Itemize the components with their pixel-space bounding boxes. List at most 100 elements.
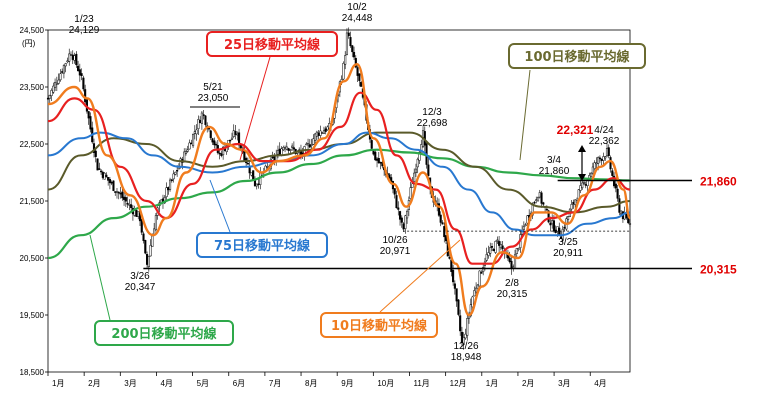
x-tick-label: 9月 <box>341 379 353 388</box>
annotation-value: 24,448 <box>342 13 373 24</box>
candle-body <box>342 63 345 80</box>
candle-body <box>552 220 555 232</box>
candle-body <box>126 202 129 205</box>
candle-body <box>114 191 117 193</box>
candle-body <box>459 315 462 332</box>
candle-body <box>551 220 554 225</box>
annotation-date: 12/26 <box>453 341 478 352</box>
annotation-date: 10/2 <box>347 2 367 13</box>
candle-body <box>149 245 152 257</box>
candle-body <box>538 192 541 198</box>
candle-body <box>259 172 262 185</box>
candle-body <box>236 133 239 136</box>
candle-body <box>50 90 53 96</box>
annotation-value: 20,911 <box>553 248 583 259</box>
candle-body <box>202 114 205 116</box>
candle-body <box>73 55 76 61</box>
candle-body <box>374 151 377 161</box>
x-tick-label: 7月 <box>269 379 281 388</box>
candle-body <box>314 133 317 141</box>
candle-body <box>107 177 110 181</box>
candle-body <box>545 208 548 211</box>
candle-body <box>547 210 550 223</box>
candle-body <box>225 145 228 153</box>
x-tick-label: 10月 <box>377 379 394 388</box>
leader-ma75 <box>209 179 231 233</box>
candle-body <box>62 65 65 74</box>
candle-body <box>190 142 193 145</box>
candle-body <box>188 142 191 150</box>
candle-body <box>439 214 442 223</box>
candle-body <box>347 32 350 37</box>
x-tick-label: 5月 <box>197 379 209 388</box>
annotation-value: 22,362 <box>589 136 620 147</box>
candle-body <box>289 149 292 151</box>
candle-body <box>292 147 295 150</box>
candle-body <box>413 172 416 183</box>
candle-body <box>402 223 405 230</box>
candle-body <box>536 196 540 202</box>
candle-body <box>46 97 50 100</box>
leader-ma200 <box>89 234 111 321</box>
candle-body <box>498 241 501 246</box>
leader-ma25 <box>239 56 271 161</box>
candle-body <box>411 183 414 188</box>
candle-body <box>250 172 253 176</box>
annotation-date: 3/26 <box>130 271 150 282</box>
legend-ma100: 100日移動平均線 <box>508 43 646 69</box>
candle-body <box>533 201 536 204</box>
legend-ma25: 25日移動平均線 <box>206 31 338 57</box>
candle-body <box>278 148 281 156</box>
candle-body <box>609 157 612 170</box>
candle-body <box>193 131 196 134</box>
candle-body <box>213 140 216 146</box>
candle-body <box>186 149 189 152</box>
candle-body <box>567 216 570 220</box>
candle-body <box>540 192 543 204</box>
candle-body <box>94 150 97 157</box>
annotation-value: 21,860 <box>539 166 570 177</box>
annotation-value: 22,698 <box>417 118 448 129</box>
candle-body <box>154 215 157 231</box>
candle-body <box>593 162 596 169</box>
candle-body <box>108 179 111 184</box>
x-tick-label: 1月 <box>486 379 498 388</box>
candle-body <box>605 147 609 157</box>
candle-body <box>68 53 71 62</box>
candle-body <box>397 207 400 210</box>
candle-body <box>487 252 490 256</box>
candle-body <box>48 95 51 99</box>
candle-body <box>492 249 495 252</box>
candle-body <box>184 151 188 154</box>
candle-body <box>105 174 108 178</box>
annotation-date: 5/21 <box>203 82 223 93</box>
candle-body <box>89 116 92 130</box>
candle-body <box>418 151 421 161</box>
candle-body <box>496 239 499 242</box>
candle-body <box>133 210 136 216</box>
candle-body <box>84 89 87 103</box>
candle-body <box>437 203 440 216</box>
candle-body <box>510 260 513 269</box>
candle-body <box>271 156 274 159</box>
candle-body <box>77 65 80 72</box>
candle-body <box>616 188 619 199</box>
x-tick-label: 1月 <box>52 379 64 388</box>
candle-body <box>169 179 172 190</box>
candle-body <box>124 197 127 202</box>
x-tick-label: 3月 <box>558 379 570 388</box>
x-tick-label: 2月 <box>522 379 534 388</box>
candle-body <box>600 159 603 161</box>
candle-body <box>462 337 465 345</box>
candle-body <box>123 196 126 200</box>
candle-body <box>480 272 483 274</box>
candle-body <box>393 188 396 195</box>
candle-body <box>326 126 329 131</box>
candle-body <box>356 67 359 76</box>
legend-ma75: 75日移動平均線 <box>196 232 328 258</box>
x-tick-label: 3月 <box>124 379 136 388</box>
candle-body <box>409 187 412 199</box>
reference-label: 20,315 <box>700 263 737 277</box>
candle-body <box>466 318 469 336</box>
candle-body <box>618 198 621 213</box>
